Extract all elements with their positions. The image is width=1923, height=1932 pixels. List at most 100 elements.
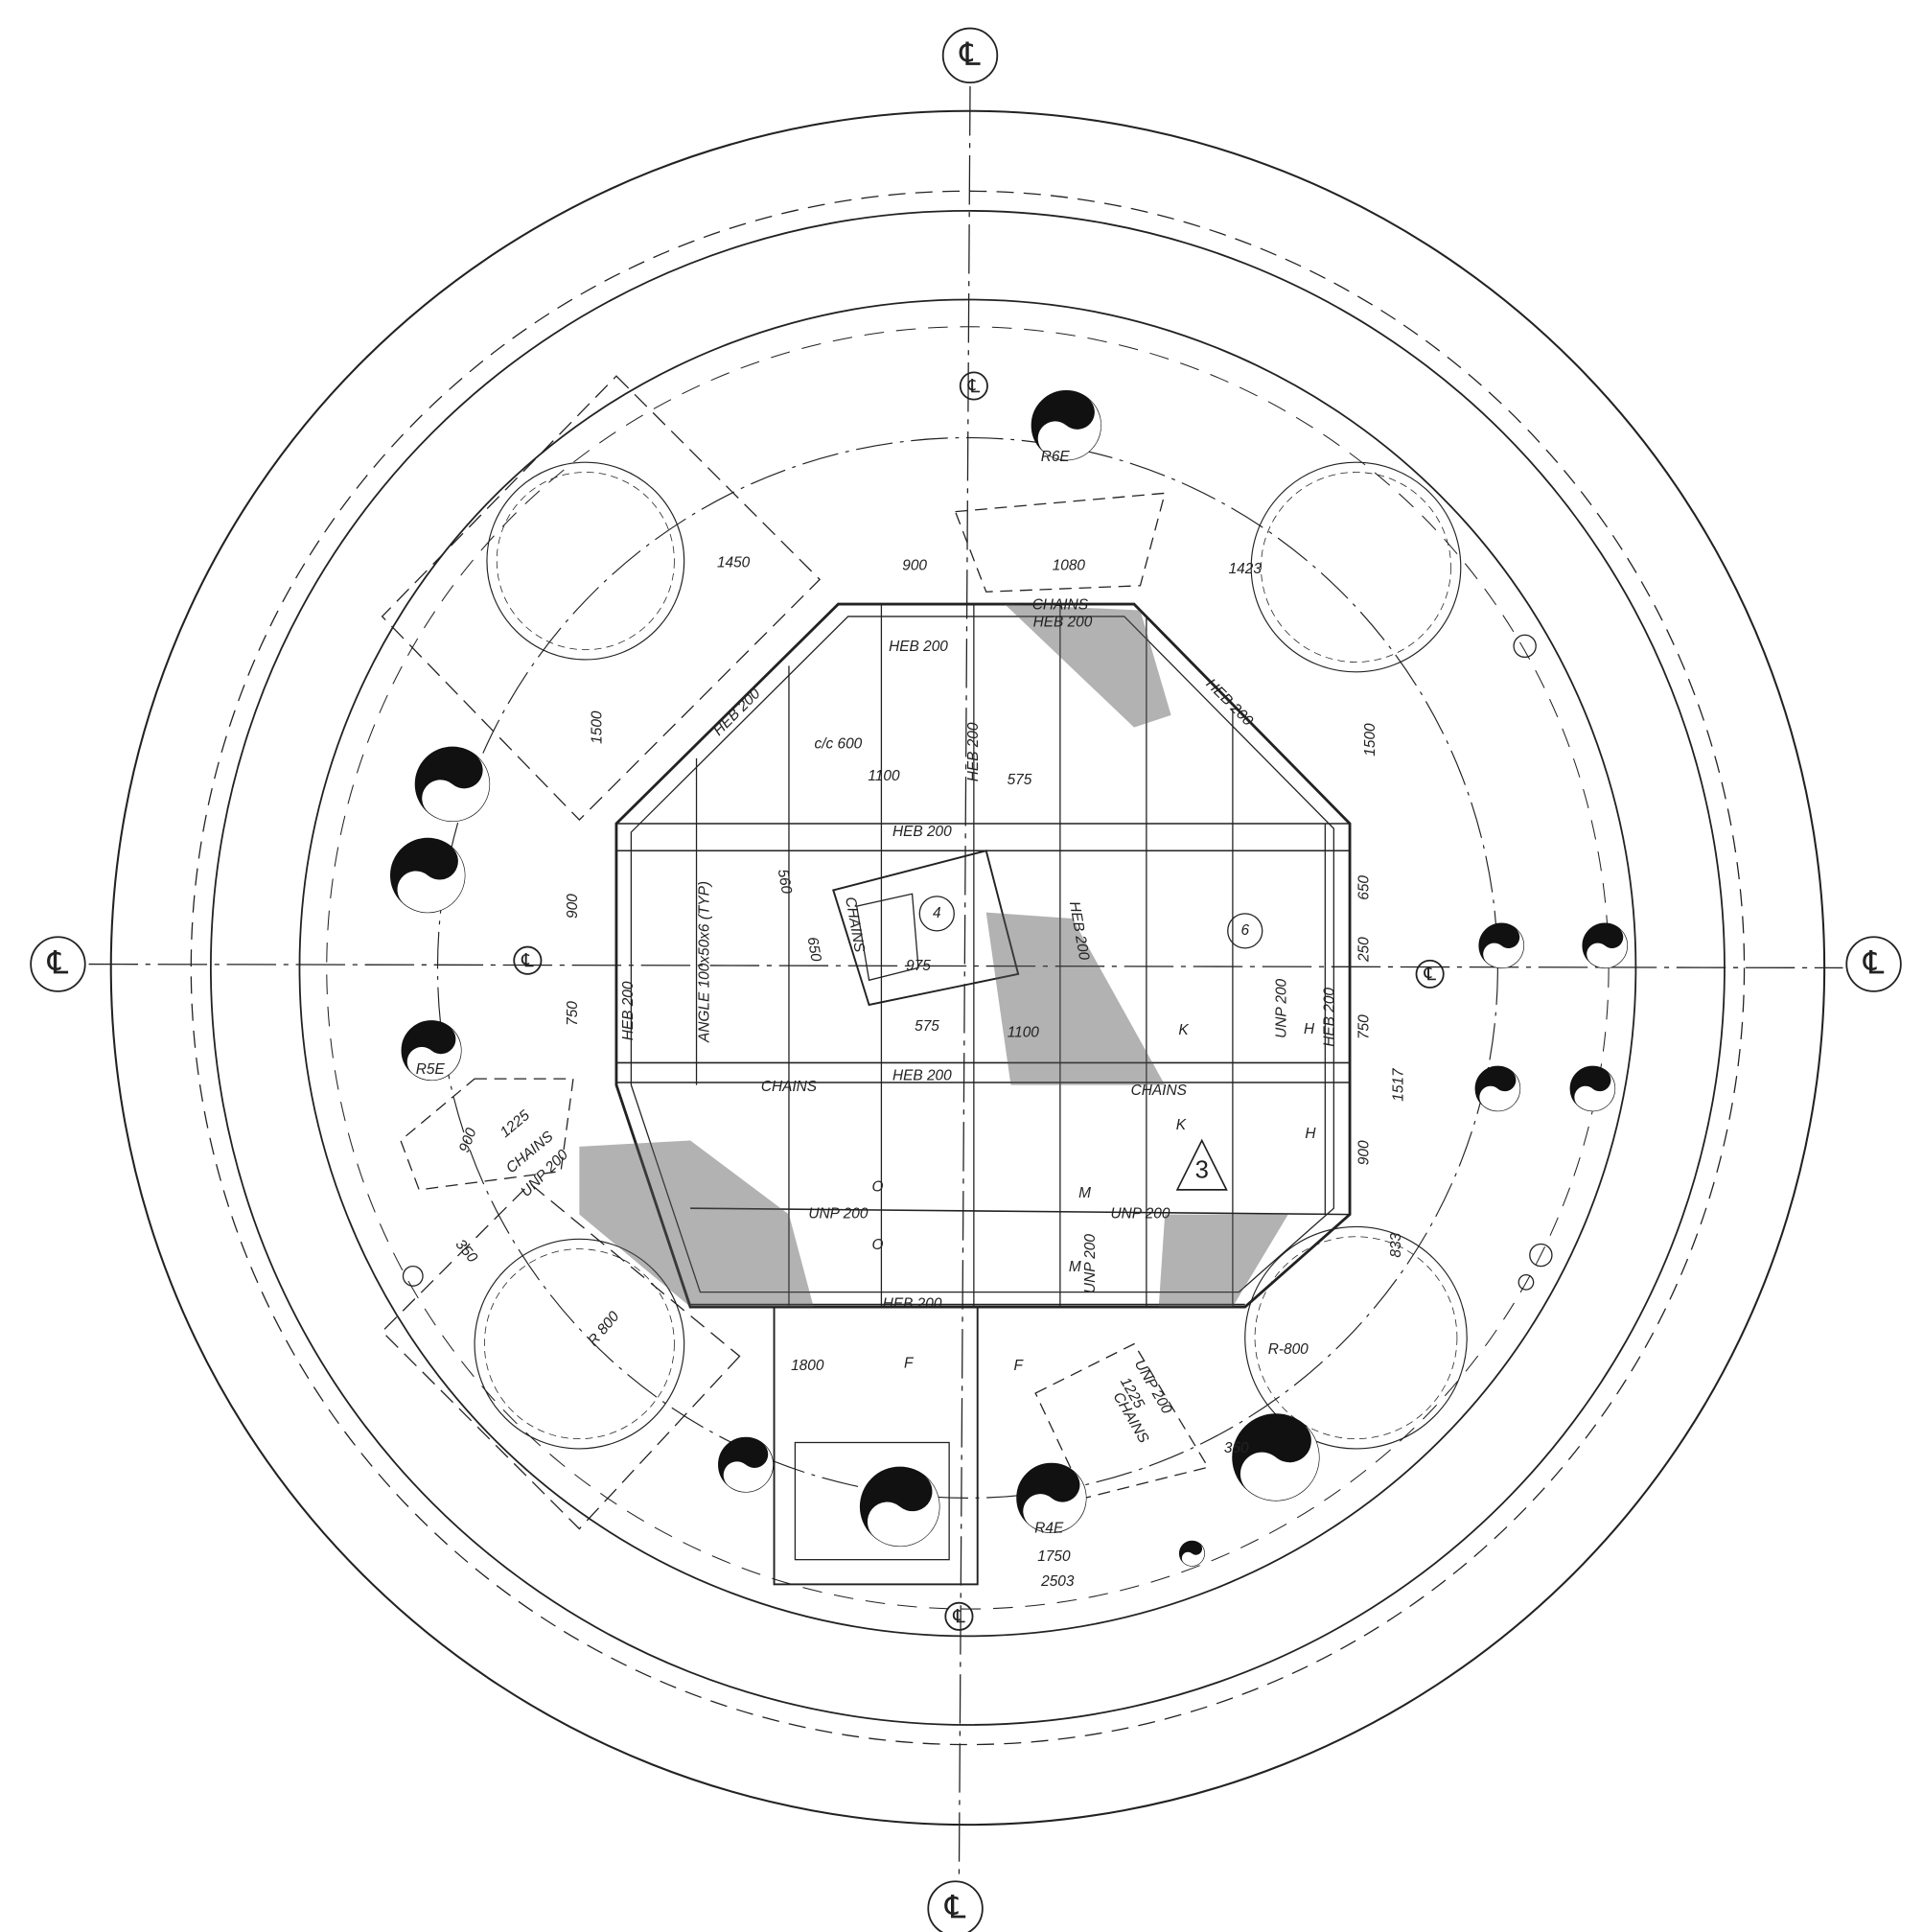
- pile-cap: [1250, 461, 1462, 673]
- pile-mark: [867, 1476, 939, 1547]
- section-mark: H: [1304, 1021, 1315, 1037]
- member: UNP 200: [1110, 1206, 1170, 1222]
- pile-mark: [1240, 1424, 1319, 1501]
- grid-mark: 4: [933, 905, 941, 921]
- section-mark: F: [904, 1355, 915, 1371]
- member: HEB 200: [892, 1068, 952, 1084]
- dimension: 833: [1388, 1232, 1404, 1257]
- grid-circle: [1227, 913, 1263, 949]
- dashed-strip: [400, 1078, 574, 1191]
- pile-mark: [1023, 1471, 1086, 1533]
- pile-mark: [1587, 928, 1628, 968]
- centerline-label: ℄: [1863, 946, 1885, 982]
- pile: R6E: [1041, 449, 1071, 465]
- hatch: [579, 1140, 814, 1308]
- dimension: 650: [804, 936, 824, 964]
- centerline-bubble: [513, 945, 543, 975]
- dimension: 350: [1224, 1440, 1249, 1456]
- frame-outline: [614, 602, 1352, 1309]
- dimension: 575: [915, 1018, 939, 1035]
- grid-circle: [918, 896, 955, 932]
- dimension: 1517: [1391, 1067, 1407, 1102]
- grid-mark: 3: [1195, 1156, 1209, 1183]
- section-mark: F: [1013, 1358, 1024, 1374]
- member: CHAINS: [1131, 1082, 1188, 1099]
- pile-mark: [1181, 1544, 1205, 1567]
- dashed-ring: [190, 190, 1746, 1746]
- pile-mark: [406, 1027, 461, 1081]
- member: CHAINS: [761, 1079, 818, 1095]
- dimension: 1423: [1229, 561, 1263, 577]
- centerline-label: ℄: [959, 37, 981, 73]
- centerline-bubble: [941, 27, 999, 84]
- member: HEB 200: [1322, 988, 1338, 1047]
- member: HEB 200: [1033, 614, 1093, 630]
- beam: [690, 1207, 1351, 1216]
- dimension: c/c 600: [815, 736, 863, 753]
- linework: [30, 27, 1902, 1932]
- grid-mark: 6: [1240, 922, 1249, 939]
- dimension: 900: [1356, 1140, 1373, 1165]
- member: HEB 200: [620, 981, 637, 1040]
- member: ANGLE 100x50x6 (TYP): [697, 881, 713, 1043]
- member: CHAINS: [1032, 596, 1089, 613]
- centerline-bubble: [927, 1880, 984, 1932]
- member: HEB 200: [965, 722, 982, 781]
- pile-cap-dashed: [1254, 1236, 1458, 1440]
- pile-mark: [1479, 1071, 1520, 1111]
- centerline-bubble: [1415, 959, 1445, 989]
- frame-inner: [630, 616, 1334, 1293]
- small-pile: [1529, 1243, 1553, 1268]
- section-mark: K: [1176, 1117, 1187, 1133]
- dimension: 750: [1356, 1014, 1373, 1039]
- small-pile: [1513, 634, 1537, 659]
- centerline-label: ℄: [967, 377, 981, 397]
- dimension: 900: [902, 557, 927, 573]
- hatch: [985, 912, 1166, 1085]
- small-pile: [402, 1265, 424, 1287]
- dimension: 1500: [590, 710, 606, 744]
- pile-mark: [397, 847, 465, 913]
- axis-line: [958, 86, 971, 1880]
- dimension: R-800: [1268, 1341, 1309, 1358]
- dimension: 1800: [791, 1358, 824, 1374]
- pile-mark: [422, 756, 490, 822]
- member: HEB 200: [889, 639, 948, 655]
- dimension: 250: [1356, 937, 1373, 963]
- pile-mark: [723, 1443, 774, 1492]
- pile-cap: [486, 461, 685, 661]
- centerline-label: ℄: [1423, 965, 1436, 985]
- pile-cap-dashed: [483, 1248, 675, 1440]
- pile-cap: [1244, 1225, 1468, 1450]
- dimension: 1100: [1008, 1025, 1040, 1041]
- centerline-bubble: [944, 1601, 974, 1631]
- centerline-label: ℄: [521, 951, 534, 971]
- pile-mark: [1574, 1071, 1615, 1111]
- dimension: 975: [906, 958, 931, 974]
- section-mark: M: [1069, 1259, 1081, 1275]
- dimension: 1080: [1053, 557, 1086, 573]
- centerline-bubble: [30, 936, 86, 992]
- centerline-bubble: [959, 371, 988, 401]
- member: HEB 200: [883, 1296, 942, 1313]
- dimension: 750: [565, 1001, 581, 1026]
- centerline-bubble: [1845, 936, 1902, 992]
- dimension: 1450: [717, 555, 751, 571]
- axis-line: [88, 963, 1843, 969]
- pile-mark: [1037, 399, 1101, 460]
- centerline-label: ℄: [944, 1891, 966, 1926]
- stair: [773, 1306, 979, 1586]
- section-mark: H: [1305, 1126, 1316, 1142]
- dimension: 560: [775, 868, 795, 896]
- dimension: 2503: [1040, 1573, 1075, 1590]
- grid-triangle: [1175, 1138, 1228, 1191]
- section-mark: O: [872, 1237, 884, 1253]
- small-pile: [1518, 1273, 1535, 1291]
- pile-cap-dashed: [496, 472, 675, 651]
- opening: [855, 893, 919, 982]
- pile-mark: [1483, 928, 1524, 968]
- dimension: 575: [1008, 772, 1032, 788]
- dashed-strip: [1034, 1342, 1210, 1500]
